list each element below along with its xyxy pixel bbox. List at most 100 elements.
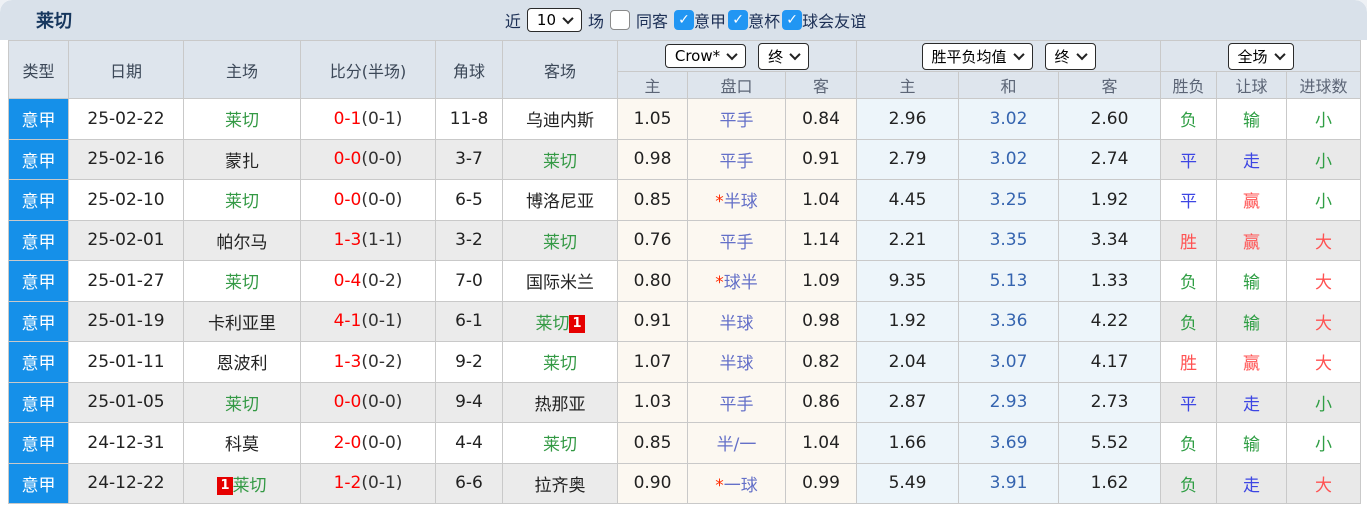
home-team-cell: 帕尔马 xyxy=(183,219,301,261)
result-handicap-cell: 赢 xyxy=(1216,341,1288,383)
result-goals-cell: 大 xyxy=(1286,219,1362,261)
handicap-cell: 半球 xyxy=(687,300,786,342)
odds-away-cell: 0.91 xyxy=(784,138,858,180)
team-name: 莱切 xyxy=(535,313,570,334)
avg-time-value: 终 xyxy=(1054,47,1070,66)
home-team-cell: 莱切 xyxy=(183,260,301,302)
table-row: 意甲 25-01-11 恩波利 1-3(0-2) 9-2 莱切 1.07 半球 0.82 2.04… xyxy=(8,341,1362,383)
date-cell: 25-02-16 xyxy=(68,138,184,180)
score-cell: 0-4(0-2) xyxy=(300,260,436,302)
filter-label-coppa-italia: 意杯 xyxy=(748,12,781,31)
result-wdl-cell: 胜 xyxy=(1160,341,1218,383)
table-row: 意甲 25-02-10 莱切 0-0(0-0) 6-5 博洛尼亚 0.85 *半球 1.04 4.… xyxy=(8,179,1362,221)
filter-checkbox-serie-a[interactable]: ✓ xyxy=(674,10,695,30)
corner-cell: 11-8 xyxy=(435,98,503,140)
score-cell: 1-3(0-2) xyxy=(300,341,436,383)
avg-draw-cell: 2.93 xyxy=(958,381,1060,423)
col-header-score: 比分(半场) xyxy=(300,40,436,99)
subcol-result-handicap: 让球 xyxy=(1216,71,1288,99)
halftime-score: (0-0) xyxy=(361,189,403,210)
handicap-cell: 平手 xyxy=(687,219,786,261)
score-cell: 0-0(0-0) xyxy=(300,179,436,221)
col-header-date: 日期 xyxy=(68,40,184,99)
league-type-cell: 意甲 xyxy=(8,341,69,383)
odds-home-cell: 0.98 xyxy=(617,138,688,180)
subcol-avg-home: 主 xyxy=(856,71,960,99)
avg-home-cell: 2.04 xyxy=(856,341,960,383)
corner-cell: 4-4 xyxy=(435,422,503,464)
table-row: 意甲 25-01-19 卡利亚里 4-1(0-1) 6-1 莱切 1 0.91 半球 0.98 1.… xyxy=(8,300,1362,342)
league-type-cell: 意甲 xyxy=(8,138,69,180)
league-type-cell: 意甲 xyxy=(8,179,69,221)
matches-label: 场 xyxy=(588,12,605,31)
avg-draw-cell: 3.02 xyxy=(958,98,1060,140)
corner-cell: 3-2 xyxy=(435,219,503,261)
league-type-cell: 意甲 xyxy=(8,260,69,302)
odds-time-value: 终 xyxy=(768,47,784,66)
col-header-corner: 角球 xyxy=(435,40,503,99)
filter-checkbox-coppa-italia[interactable]: ✓ xyxy=(728,10,749,30)
filter-checkbox-club-friendly[interactable]: ✓ xyxy=(782,10,803,30)
same-venue-checkbox[interactable] xyxy=(610,10,631,30)
team-name: 莱切 xyxy=(543,354,577,375)
avg-away-cell: 1.92 xyxy=(1058,179,1162,221)
team-name: 莱切 xyxy=(232,475,267,496)
halftime-score: (1-1) xyxy=(361,230,403,251)
halftime-score: (0-1) xyxy=(361,108,403,129)
home-team-cell: 莱切 xyxy=(183,381,301,423)
table-row: 意甲 24-12-22 1 莱切 1-2(0-1) 6-6 拉齐奥 0.90 *一球 0.99 5.… xyxy=(8,462,1362,504)
home-team-cell: 恩波利 xyxy=(183,341,301,383)
fulltime-score: 0-1 xyxy=(333,108,362,129)
score-cell: 0-0(0-0) xyxy=(300,138,436,180)
odds-away-cell: 1.14 xyxy=(784,219,858,261)
odds-away-cell: 1.04 xyxy=(784,179,858,221)
home-team-cell: 卡利亚里 xyxy=(183,300,301,342)
subcol-result-goals: 进球数 xyxy=(1286,71,1362,99)
star-icon: * xyxy=(715,273,724,294)
league-type-cell: 意甲 xyxy=(8,381,69,423)
avg-home-cell: 4.45 xyxy=(856,179,960,221)
star-icon: * xyxy=(715,192,724,213)
odds-home-cell: 1.07 xyxy=(617,341,688,383)
odds-company-value: Crow* xyxy=(674,47,721,65)
away-team-cell: 热那亚 xyxy=(502,381,618,423)
odds-time-select[interactable]: 终 xyxy=(758,42,810,70)
scope-select[interactable]: 全场 xyxy=(1227,42,1294,70)
team-name: 卡利亚里 xyxy=(208,313,276,334)
avg-away-cell: 3.34 xyxy=(1058,219,1162,261)
odds-company-select[interactable]: Crow* xyxy=(664,44,747,68)
team-name: 莱切 xyxy=(543,232,577,253)
team-name: 莱切 xyxy=(543,435,577,456)
chevron-down-icon xyxy=(1012,48,1025,61)
avg-time-select[interactable]: 终 xyxy=(1044,42,1096,70)
match-count-select[interactable]: 10 xyxy=(526,8,583,32)
scope-value: 全场 xyxy=(1237,47,1268,66)
same-venue-label: 同客 xyxy=(636,12,669,31)
fulltime-score: 2-0 xyxy=(333,432,362,453)
team-name: 莱切 xyxy=(225,111,259,132)
fulltime-score: 1-3 xyxy=(333,351,362,372)
result-goals-cell: 大 xyxy=(1286,341,1362,383)
chevron-down-icon xyxy=(1075,48,1088,61)
handicap-cell: 平手 xyxy=(687,98,786,140)
odds-away-cell: 0.86 xyxy=(784,381,858,423)
avg-draw-cell: 3.25 xyxy=(958,179,1060,221)
score-cell: 0-0(0-0) xyxy=(300,381,436,423)
score-cell: 1-3(1-1) xyxy=(300,219,436,261)
filter-label-club-friendly: 球会友谊 xyxy=(802,12,867,31)
league-type-cell: 意甲 xyxy=(8,98,69,140)
avg-home-cell: 2.79 xyxy=(856,138,960,180)
date-cell: 25-02-22 xyxy=(68,98,184,140)
date-cell: 24-12-31 xyxy=(68,422,184,464)
odds-home-cell: 0.85 xyxy=(617,422,688,464)
date-cell: 24-12-22 xyxy=(68,462,184,504)
date-cell: 25-01-11 xyxy=(68,341,184,383)
fulltime-score: 0-0 xyxy=(333,392,362,413)
league-type-cell: 意甲 xyxy=(8,219,69,261)
result-handicap-cell: 赢 xyxy=(1216,179,1288,221)
avg-group-header: 胜平负均值 终 xyxy=(856,40,1162,72)
avg-type-select[interactable]: 胜平负均值 xyxy=(921,42,1033,70)
avg-home-cell: 1.92 xyxy=(856,300,960,342)
corner-cell: 3-7 xyxy=(435,138,503,180)
away-team-cell: 拉齐奥 xyxy=(502,462,618,504)
